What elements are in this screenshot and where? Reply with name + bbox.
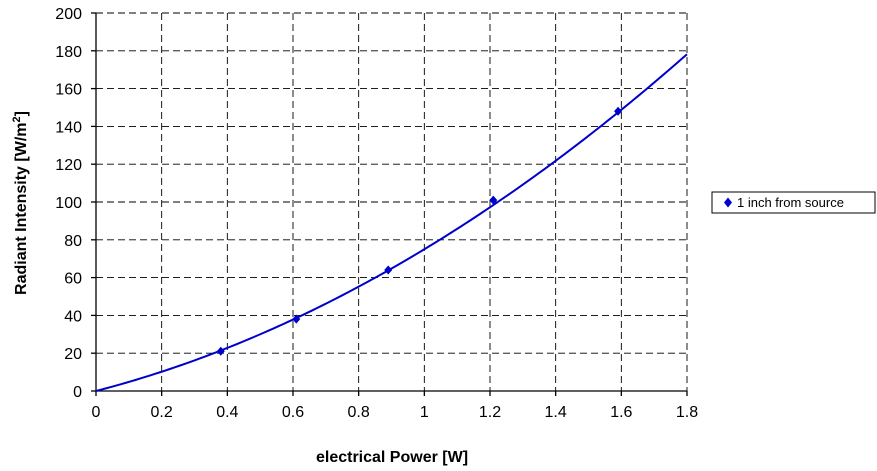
axes	[91, 12, 688, 396]
y-axis-title-end: ]	[13, 111, 30, 116]
data-point-marker	[614, 106, 623, 116]
y-tick-label: 0	[73, 384, 82, 401]
y-tick-label: 120	[55, 157, 82, 174]
data-point-marker	[489, 195, 498, 205]
y-tick-label: 40	[64, 308, 82, 325]
legend-box	[711, 191, 876, 214]
x-tick-label: 0.2	[151, 404, 173, 421]
x-tick-label: 1.8	[676, 404, 698, 421]
plot-area	[95, 53, 688, 392]
tick-labels: 0 0.2 0.4 0.6 0.8 1 1.2 1.4 1.6 1.8 0 20 40 60 80 100 12…	[55, 6, 698, 421]
x-tick-label: 0	[92, 404, 101, 421]
x-tick-label: 0.4	[216, 404, 238, 421]
x-axis-title: electrical Power [W]	[316, 449, 468, 466]
x-tick-label: 0.8	[348, 404, 370, 421]
x-tick-label: 1.2	[479, 404, 501, 421]
y-tick-label: 20	[64, 346, 82, 363]
x-tick-label: 1	[420, 404, 429, 421]
data-point-marker	[384, 265, 393, 275]
y-tick-label: 140	[55, 119, 82, 136]
y-tick-label: 60	[64, 271, 82, 288]
data-point-marker	[216, 346, 225, 356]
y-axis-title-main: Radiant Intensity [W/m	[13, 123, 30, 295]
legend-entry-1: 1 inch from source	[737, 195, 844, 210]
y-tick-label: 100	[55, 195, 82, 212]
y-tick-label: 160	[55, 82, 82, 99]
gridlines	[96, 12, 688, 391]
y-tick-label: 80	[64, 233, 82, 250]
data-point-marker	[292, 314, 301, 324]
x-tick-label: 1.6	[610, 404, 632, 421]
legend: 1 inch from source	[711, 191, 876, 214]
trendline	[95, 53, 688, 392]
x-tick-label: 1.4	[545, 404, 567, 421]
y-axis-title: Radiant Intensity [W/m2]	[11, 111, 30, 295]
y-tick-label: 200	[55, 6, 82, 23]
x-tick-label: 0.6	[282, 404, 304, 421]
y-tick-label: 180	[55, 44, 82, 61]
y-axis-title-superscript: 2	[11, 116, 23, 122]
legend-marker-diamond	[724, 197, 732, 208]
